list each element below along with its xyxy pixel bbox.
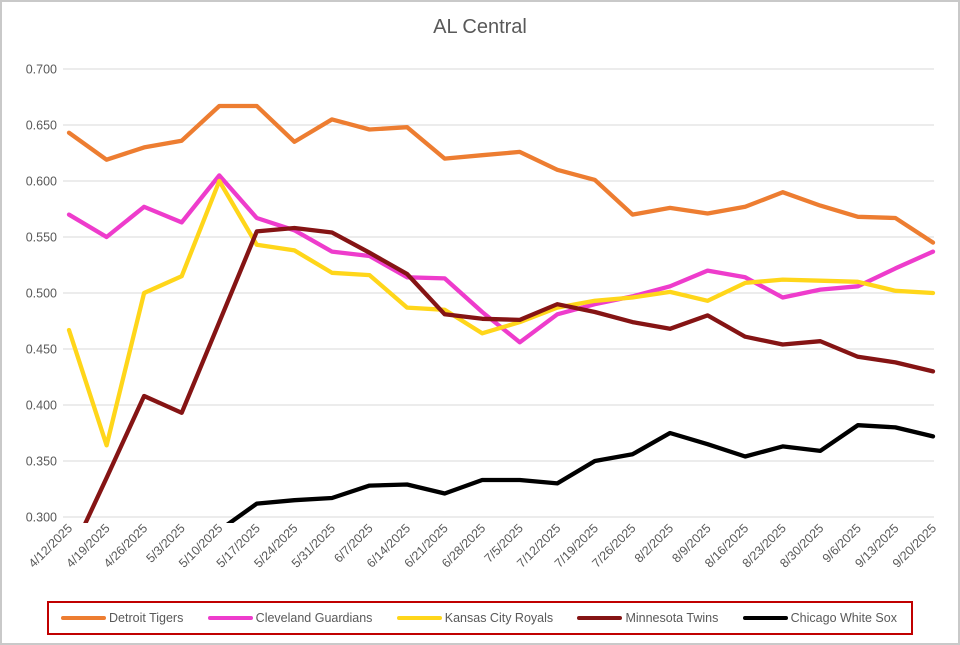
legend-item-detroit-tigers: Detroit Tigers — [61, 611, 183, 625]
y-tick-label: 0.650 — [26, 119, 57, 133]
legend: Detroit Tigers Cleveland Guardians Kansas … — [47, 601, 913, 635]
y-tick-label: 0.500 — [26, 287, 57, 301]
series-line-minnesota-twins — [83, 225, 936, 523]
series-line-kansas-city-royals — [66, 178, 936, 448]
legend-label-minnesota-twins: Minnesota Twins — [625, 611, 719, 625]
legend-swatch-detroit-tigers — [61, 615, 106, 621]
legend-item-chicago-white-sox: Chicago White Sox — [742, 611, 897, 625]
y-tick-label: 0.350 — [26, 455, 57, 469]
y-tick-label: 0.400 — [26, 399, 57, 413]
legend-item-kansas-city-royals: Kansas City Royals — [396, 611, 554, 625]
legend-item-minnesota-twins: Minnesota Twins — [577, 611, 718, 625]
legend-label-detroit-tigers: Detroit Tigers — [109, 611, 184, 625]
y-tick-label: 0.700 — [26, 63, 57, 77]
legend-label-kansas-city-royals: Kansas City Royals — [444, 611, 554, 625]
legend-label-cleveland-guardians: Cleveland Guardians — [255, 611, 373, 625]
legend-swatch-minnesota-twins — [577, 615, 623, 621]
legend-label-chicago-white-sox: Chicago White Sox — [790, 611, 897, 625]
y-tick-label: 0.550 — [26, 231, 57, 245]
legend-swatch-chicago-white-sox — [742, 615, 788, 621]
series-line-detroit-tigers — [66, 103, 936, 245]
y-tick-label: 0.300 — [26, 511, 57, 525]
legend-swatch-cleveland-guardians — [207, 615, 253, 621]
y-tick-label: 0.450 — [26, 343, 57, 357]
legend-swatch-kansas-city-royals — [396, 615, 442, 621]
series-line-chicago-white-sox — [225, 423, 936, 523]
chart-title: AL Central — [433, 16, 527, 38]
x-tick-label: 8/2/2025 — [632, 521, 676, 565]
legend-item-cleveland-guardians: Cleveland Guardians — [207, 611, 373, 625]
y-tick-label: 0.600 — [26, 175, 57, 189]
